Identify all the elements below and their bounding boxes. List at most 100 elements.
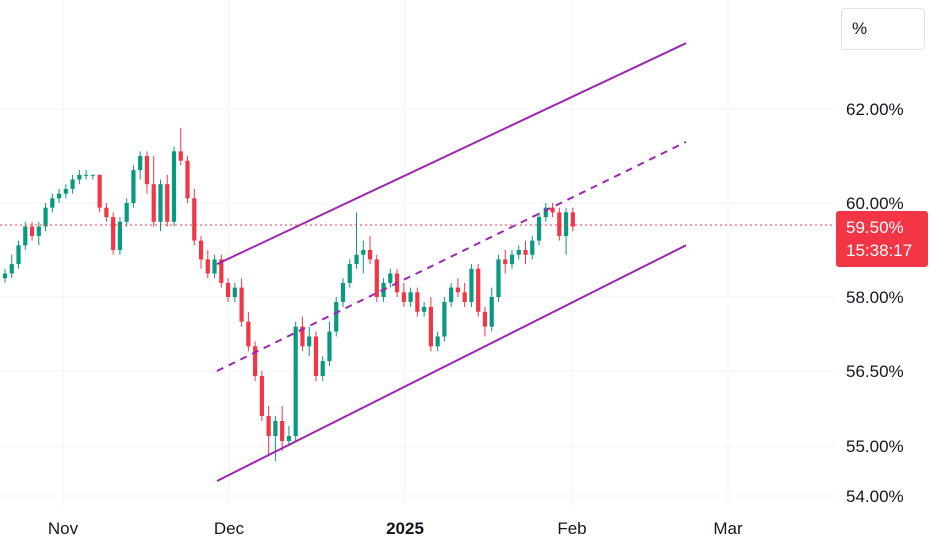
candle-body — [225, 282, 231, 297]
candle-body — [469, 268, 474, 302]
candle — [232, 282, 237, 302]
candle-body — [212, 259, 217, 274]
candle-body — [273, 421, 278, 436]
candle — [185, 156, 190, 203]
candle-body — [503, 259, 508, 265]
candle — [570, 207, 575, 232]
candle-body — [489, 297, 494, 327]
candle — [354, 212, 359, 269]
candle-body — [320, 361, 325, 376]
candle — [428, 297, 433, 352]
candle — [225, 278, 231, 302]
candle — [198, 235, 204, 269]
candle — [104, 203, 109, 222]
candle — [449, 282, 454, 307]
channel-mid-line — [216, 141, 687, 372]
candle — [280, 406, 285, 451]
candle-body — [442, 301, 447, 337]
candle-body — [496, 259, 501, 297]
candle — [334, 297, 339, 337]
candle-body — [192, 198, 197, 241]
candle — [23, 221, 28, 250]
candle — [327, 321, 332, 367]
candle — [361, 240, 366, 274]
candle — [144, 151, 150, 194]
candle-body — [97, 174, 102, 208]
x-tick-label: Feb — [557, 519, 586, 538]
candle-body — [151, 184, 156, 222]
candle-body — [428, 306, 433, 347]
candle — [462, 282, 467, 307]
candle-body — [23, 226, 28, 246]
candle-body — [144, 156, 150, 185]
y-tick-label: 55.00% — [846, 437, 904, 456]
candle — [489, 287, 494, 332]
candle-body — [104, 207, 109, 218]
candle-body — [347, 264, 352, 283]
candle-body — [523, 250, 528, 255]
candle-body — [361, 250, 366, 255]
candle — [151, 156, 156, 227]
candle-body — [77, 174, 82, 180]
candle — [536, 212, 542, 246]
candle-body — [327, 331, 332, 362]
candle-body — [408, 292, 413, 302]
candle — [84, 170, 89, 180]
candle-body — [415, 292, 420, 312]
candle — [503, 250, 508, 274]
candle-body — [313, 336, 319, 376]
candle — [212, 254, 217, 279]
candle-body — [388, 273, 393, 283]
candle — [286, 426, 292, 446]
y-tick-label: 62.00% — [846, 100, 904, 119]
candle-body — [550, 207, 555, 213]
candle — [347, 259, 352, 288]
candle — [509, 250, 515, 269]
candle — [313, 331, 319, 381]
candle — [239, 278, 244, 327]
candle-body — [570, 212, 575, 227]
candle-body — [435, 336, 440, 347]
percent-scale-button[interactable]: % — [841, 8, 925, 50]
candle — [138, 151, 143, 180]
x-tick-label: Mar — [713, 519, 743, 538]
candle-body — [509, 254, 515, 265]
last-price-tag: 59.50% 15:38:17 — [836, 211, 928, 267]
candle — [16, 240, 21, 269]
candle-body — [266, 416, 271, 436]
last-price-value: 59.50% — [846, 218, 904, 237]
candle-body — [253, 346, 258, 376]
candle-body — [84, 174, 89, 176]
candle — [482, 306, 488, 337]
channel-upper-line — [216, 42, 687, 266]
price-axis: 62.00% 60.00% 58.00% 56.50% 55.00% 54.00% — [846, 100, 904, 506]
bar-countdown: 15:38:17 — [846, 241, 913, 260]
candle-body — [117, 221, 123, 250]
candle-body — [70, 179, 75, 189]
y-tick-label: 54.00% — [846, 487, 904, 506]
candle — [340, 278, 346, 307]
candle-body — [171, 151, 177, 222]
candle-body — [2, 273, 8, 279]
candle-body — [530, 240, 535, 255]
candle — [77, 170, 82, 185]
candle — [496, 254, 501, 302]
x-tick-label: Nov — [48, 519, 79, 538]
y-tick-label: 58.00% — [846, 288, 904, 307]
candle-body — [131, 170, 136, 203]
candle-body — [286, 436, 292, 441]
candle — [266, 406, 271, 456]
candle — [246, 311, 251, 352]
time-axis: Nov Dec 2025 Feb Mar — [48, 519, 743, 538]
candle-body — [536, 217, 542, 241]
candle-body — [43, 207, 48, 227]
candle — [63, 184, 68, 199]
candle-body — [165, 184, 170, 222]
candle-body — [401, 292, 406, 302]
candle — [70, 174, 75, 194]
candle-body — [307, 336, 312, 347]
candle — [374, 254, 379, 302]
candle — [192, 188, 197, 246]
grid — [0, 0, 835, 505]
candle — [408, 287, 413, 307]
